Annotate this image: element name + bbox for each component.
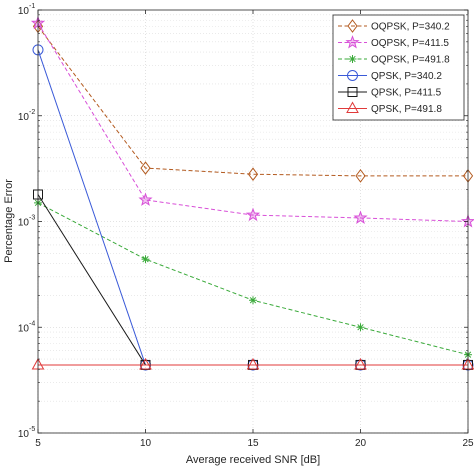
- data-point-marker: [354, 357, 367, 370]
- legend: OQPSK, P=340.2 OQPSK, P=411.5 OQPSK, P=491…: [332, 14, 465, 121]
- x-tick-label: 5: [35, 438, 41, 449]
- data-point-marker: [246, 357, 260, 370]
- data-point-marker: [245, 207, 261, 222]
- data-point-marker: [142, 256, 149, 263]
- data-point-marker: [249, 297, 257, 304]
- legend-entry: OQPSK, P=411.5: [338, 35, 449, 49]
- data-point-marker: [355, 169, 366, 183]
- y-tick-label-exponent: -5: [29, 426, 35, 433]
- series-line: [37, 26, 468, 177]
- legend-box: [332, 14, 465, 121]
- x-tick-label: 20: [355, 438, 367, 449]
- x-tick-label: 25: [462, 438, 474, 449]
- y-tick-label: 10: [18, 323, 30, 334]
- data-point-marker: [139, 357, 152, 370]
- legend-label: OQPSK, P=491.8: [371, 55, 450, 66]
- x-tick-label: 10: [140, 438, 152, 449]
- data-point-marker: [347, 70, 358, 81]
- legend-label: QPSK, P=491.8: [371, 104, 442, 115]
- y-tick-label: 10: [18, 218, 30, 229]
- y-tick-label: 10: [18, 112, 30, 123]
- legend-entry: QPSK, P=491.8: [338, 101, 442, 115]
- x-axis-label: Average received SNR [dB]: [186, 454, 320, 466]
- data-point-marker: [347, 19, 358, 33]
- data-point-marker: [349, 55, 356, 63]
- legend-label: QPSK, P=411.5: [371, 88, 442, 99]
- y-tick-label: 10: [18, 6, 30, 17]
- y-tick-label-exponent: -1: [29, 3, 35, 10]
- legend-label: OQPSK, P=411.5: [371, 38, 449, 49]
- data-point-marker: [247, 167, 259, 182]
- y-tick-label-exponent: -4: [29, 320, 35, 327]
- data-point-marker: [346, 101, 359, 113]
- legend-entry: OQPSK, P=340.2: [338, 19, 450, 33]
- data-point-marker: [345, 35, 360, 49]
- legend-entry: OQPSK, P=491.8: [338, 55, 450, 66]
- y-axis-label: Percentage Error: [3, 179, 15, 263]
- y-tick-label-exponent: -2: [29, 109, 35, 116]
- legend-label: QPSK, P=340.2: [371, 71, 442, 82]
- y-tick-label: 10: [18, 429, 30, 440]
- data-point-marker: [138, 192, 153, 206]
- y-tick-label-exponent: -3: [29, 215, 35, 222]
- data-point-marker: [357, 324, 364, 331]
- x-tick-label: 15: [247, 438, 259, 449]
- legend-entry: QPSK, P=340.2: [338, 70, 442, 82]
- data-point-marker: [347, 87, 358, 97]
- data-point-marker: [140, 161, 151, 175]
- series-line: [37, 22, 469, 222]
- legend-entry: QPSK, P=411.5: [338, 87, 442, 99]
- data-point-marker: [353, 210, 368, 224]
- series-layer: [30, 15, 474, 371]
- legend-label: OQPSK, P=340.2: [371, 22, 450, 33]
